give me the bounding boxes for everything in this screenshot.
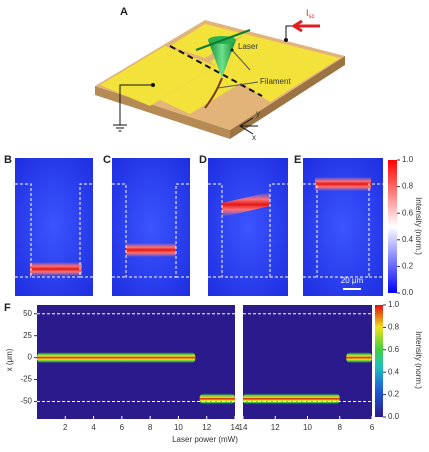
colorbar: [388, 160, 397, 293]
y-tick-label: 0: [28, 353, 33, 362]
x-tick-label: 8: [338, 423, 343, 432]
colorbar-tick-label: 0.0: [402, 288, 414, 297]
filament-band: [222, 192, 270, 217]
colorbar-tick-label: 0.6: [402, 208, 414, 217]
image: [208, 158, 288, 296]
y-tick-label: -25: [20, 375, 32, 384]
x-tick-label: 6: [370, 423, 375, 432]
panels-b-e: B C D E 20 μm Intensity (norm.) 0.0 0.2 0.…: [4, 154, 423, 297]
panel-f: F x (μm) Laser power (mW) Intensity (nor…: [4, 300, 423, 444]
panel-a: A Laser Filament Isc y x: [95, 6, 345, 142]
filament-band: [315, 177, 371, 191]
colorbar-title: Intensity (norm.): [414, 331, 423, 389]
x-tick-label: 6: [120, 423, 125, 432]
ground-wire: [119, 84, 153, 125]
axis-y: y: [256, 109, 260, 118]
panel-label: E: [294, 154, 301, 166]
leader: [217, 81, 259, 89]
filament-trace: [37, 351, 196, 364]
gap: [235, 303, 243, 421]
panel-label: D: [199, 154, 207, 166]
filament-trace: [243, 392, 340, 405]
board-side: [230, 56, 345, 139]
axis-x: x: [252, 133, 256, 142]
x-axis-label: Laser power (mW): [172, 435, 238, 444]
x-tick-label: 12: [271, 423, 280, 432]
current-arrow: [291, 19, 320, 33]
electrode-outline: [112, 183, 190, 278]
axes-icon: [239, 117, 258, 135]
colorbar-tick-label: 0.0: [388, 412, 400, 421]
electrode-outline: [15, 183, 93, 278]
current-label: Isc: [306, 8, 315, 19]
y-axis-label: x (μm): [5, 348, 14, 371]
colorbar-tick-label: 0.2: [402, 262, 414, 271]
laser-cone: [208, 40, 236, 78]
x-tick-label: 10: [303, 423, 312, 432]
y-tick-label: -50: [20, 397, 32, 406]
board-side: [95, 86, 230, 139]
image: [112, 158, 190, 296]
filament-band: [30, 262, 82, 276]
dashed-line: [169, 45, 263, 97]
electrode: [210, 34, 340, 102]
electrode: [170, 24, 245, 58]
filament-band: [126, 243, 176, 257]
filament-trace: [199, 392, 235, 405]
panel-label: F: [4, 302, 11, 314]
ground: [113, 124, 127, 132]
x-tick-label: 8: [148, 423, 153, 432]
electrode-outline: [303, 183, 383, 278]
panel-label: A: [120, 6, 128, 18]
y-tick-label: 50: [23, 309, 32, 318]
laser-arrow: [195, 29, 251, 51]
colorbar-tick-label: 0.2: [388, 390, 400, 399]
filament-label: Filament: [260, 77, 291, 86]
filament-trace: [346, 351, 372, 364]
colorbar-tick-label: 0.8: [388, 323, 400, 332]
colorbar-tick-label: 0.6: [388, 345, 400, 354]
colorbar: [375, 305, 383, 417]
current-symbol: I: [306, 8, 309, 18]
electrode: [100, 46, 215, 106]
current-sub: sc: [309, 14, 315, 20]
colorbar-tick-label: 0.8: [402, 182, 414, 191]
colorbar-tick-label: 0.4: [388, 367, 400, 376]
panel-label: C: [103, 154, 111, 166]
y-tick-label: 25: [23, 331, 32, 340]
dot: [230, 48, 234, 52]
colorbar-tick-label: 0.4: [402, 235, 414, 244]
filament: [204, 77, 223, 109]
colorbar-title: Intensity (norm.): [414, 197, 423, 255]
x-tick-label: 14: [231, 423, 240, 432]
leader: [231, 49, 251, 71]
electrode-outline: [208, 183, 288, 278]
colorbar-tick-label: 1.0: [402, 155, 414, 164]
panel-label: B: [4, 154, 12, 166]
laser-label: Laser: [238, 42, 258, 51]
colorbar-tick-label: 1.0: [388, 300, 400, 309]
x-tick-label: 4: [91, 423, 96, 432]
x-tick-label: 14: [239, 423, 248, 432]
x-tick-label: 12: [202, 423, 211, 432]
scale-bar-label: 20 μm: [341, 276, 364, 285]
x-tick-label: 2: [63, 423, 68, 432]
x-tick-label: 10: [174, 423, 183, 432]
